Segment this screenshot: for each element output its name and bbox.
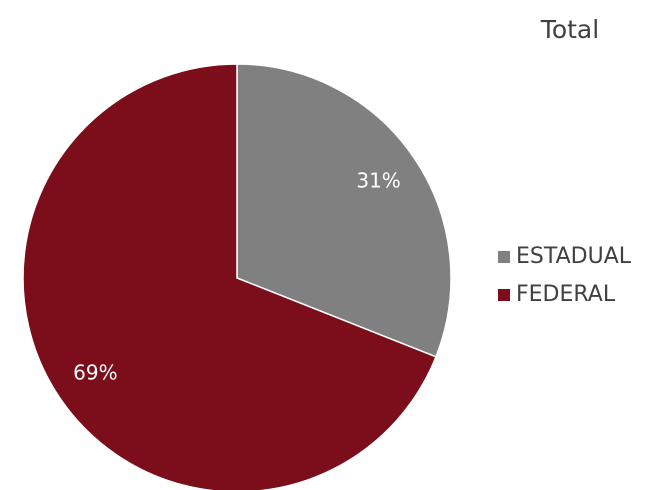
data-label: 69% [73,361,117,385]
legend-label: ESTADUAL [516,244,632,269]
chart-title: Total [540,15,599,44]
pie-slice [236,63,452,358]
legend-swatch [498,289,510,301]
pie-slice [22,63,437,490]
legend-label: FEDERAL [516,282,616,307]
data-label: 31% [356,168,400,192]
legend-swatch [498,251,510,263]
